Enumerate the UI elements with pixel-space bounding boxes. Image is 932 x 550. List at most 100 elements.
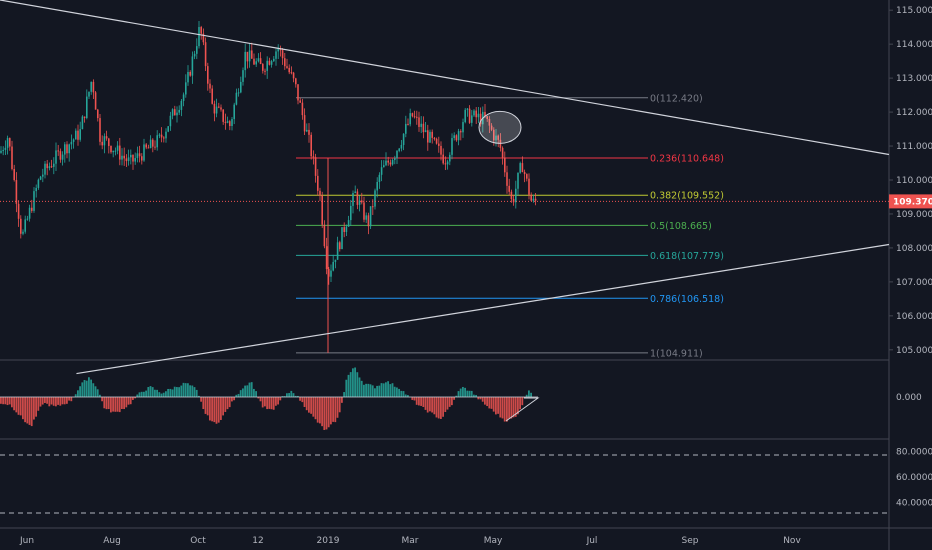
candle-body: [191, 56, 194, 76]
candle-body: [59, 151, 62, 160]
candle-body: [174, 109, 176, 116]
price-tick-label: 106.000: [896, 312, 932, 322]
candle-body: [46, 163, 48, 169]
candle-body: [387, 160, 389, 163]
candle-body: [451, 138, 453, 155]
histogram-bar: [35, 397, 37, 417]
histogram-bar: [400, 390, 403, 397]
candle-body: [369, 206, 372, 227]
histogram-bar: [402, 391, 405, 397]
histogram-bar: [107, 397, 110, 410]
trendlines[interactable]: [0, 0, 890, 375]
candle-body: [332, 261, 334, 271]
histogram-bar: [94, 386, 97, 397]
candle-body: [251, 50, 253, 59]
candle-body: [402, 133, 405, 145]
candle-body: [92, 81, 95, 93]
histogram-bar: [468, 390, 471, 397]
histogram-bar: [110, 397, 112, 413]
candle-body: [28, 207, 31, 219]
time-axis[interactable]: Jun Aug Oct 12 2019 Mar May Jul Sep Nov: [19, 536, 801, 546]
candle-body: [532, 198, 535, 201]
candle-body: [270, 61, 273, 65]
candle-body: [110, 145, 112, 153]
candle-body: [363, 202, 365, 220]
candle-body: [44, 163, 46, 175]
histogram-bar: [191, 385, 194, 397]
histogram-bar: [11, 397, 13, 408]
candle-body: [512, 199, 515, 203]
histogram-bar: [411, 397, 414, 400]
histogram-bar: [101, 397, 103, 402]
candle-body: [9, 138, 11, 147]
candle-body: [240, 81, 242, 93]
candle-body: [288, 67, 290, 73]
histogram-bar: [0, 397, 2, 404]
histogram-bar: [242, 388, 244, 397]
candle-body: [176, 112, 178, 116]
candle-body: [308, 129, 310, 135]
candle-body: [64, 144, 66, 155]
histogram-bar: [264, 397, 266, 407]
histogram-bar: [200, 397, 202, 402]
candle-body: [103, 136, 106, 146]
candle-body: [24, 219, 26, 232]
histogram-bar: [349, 372, 352, 397]
histogram-bar: [301, 397, 304, 403]
histogram-bar: [426, 397, 429, 413]
histogram-bar: [374, 388, 376, 397]
candle-body: [372, 206, 374, 208]
candle-body: [462, 122, 464, 133]
histogram-bar: [396, 387, 398, 397]
histogram-bar: [6, 397, 9, 406]
histogram-bar: [204, 397, 207, 414]
candle-body: [376, 181, 378, 191]
candle-body: [145, 144, 147, 148]
histogram-bar: [44, 397, 46, 403]
candle-body: [488, 118, 491, 126]
histogram-bar: [140, 391, 143, 397]
histogram-bar: [83, 380, 86, 397]
histogram-bar: [420, 397, 422, 406]
candle-body: [464, 109, 466, 123]
histogram-bar: [134, 397, 136, 399]
histogram-bar: [147, 387, 150, 397]
histogram-bar: [272, 397, 275, 410]
candle-body: [178, 109, 180, 113]
candle-body: [409, 113, 411, 125]
candle-body: [279, 48, 282, 51]
candle-body: [438, 143, 440, 146]
candle-body: [224, 121, 227, 123]
candle-body: [88, 91, 90, 97]
candle-body: [429, 131, 431, 143]
histogram-bar: [501, 397, 504, 419]
histogram-bar: [369, 384, 372, 397]
candle-body: [418, 117, 420, 127]
histogram-bar: [466, 390, 469, 397]
candle-body: [13, 169, 15, 181]
histogram-bar: [220, 397, 222, 420]
trendline-lower: [76, 243, 890, 375]
histogram-bar: [354, 367, 356, 397]
histogram-bar: [121, 397, 123, 409]
rsi-tick-label: 80.0000: [896, 448, 932, 458]
histogram-bar: [239, 390, 242, 397]
candle-body: [156, 135, 158, 148]
histogram-bar: [92, 383, 95, 397]
candle-body: [75, 130, 77, 140]
time-tick-label: May: [484, 536, 503, 546]
price-axis[interactable]: 115.000 114.000 113.000 112.000 111.000 110.0…: [889, 6, 932, 356]
histogram-bar: [363, 384, 365, 397]
histogram-bar: [180, 385, 183, 397]
candle-body: [413, 116, 416, 118]
candle-body: [226, 121, 229, 123]
histogram-bar: [303, 397, 306, 407]
time-tick-label: Nov: [783, 536, 801, 546]
candle-body: [365, 215, 367, 220]
histogram-bar: [96, 389, 99, 397]
histogram-bar: [85, 380, 88, 397]
histogram-bar: [380, 383, 383, 397]
candle-body: [449, 154, 451, 162]
histogram-bar: [387, 381, 389, 397]
